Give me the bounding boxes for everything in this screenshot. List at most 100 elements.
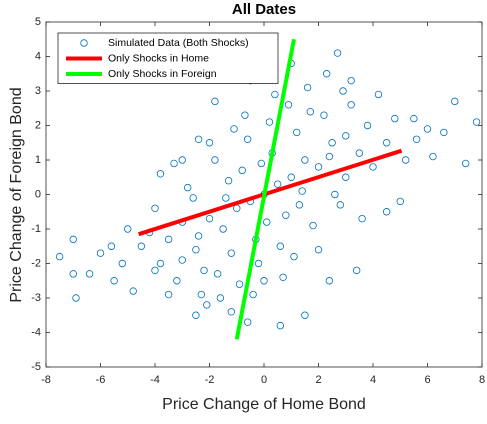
scatter-point bbox=[194, 232, 203, 240]
scatter-point bbox=[412, 135, 421, 143]
scatter-point bbox=[374, 90, 383, 99]
scatter-point bbox=[333, 49, 342, 57]
scatter-point bbox=[282, 211, 290, 219]
scatter-point bbox=[472, 118, 481, 126]
scatter-point bbox=[200, 266, 208, 275]
scatter-point bbox=[396, 197, 404, 206]
scatter-point bbox=[279, 273, 287, 281]
scatter-point bbox=[287, 173, 295, 181]
scatter-point bbox=[69, 235, 77, 244]
y-tick-label: 4 bbox=[35, 50, 41, 62]
scatter-point bbox=[382, 139, 391, 147]
scatter-point bbox=[265, 118, 274, 126]
y-tick-label: -1 bbox=[31, 223, 41, 235]
scatter-point bbox=[189, 194, 197, 202]
scatter-point bbox=[227, 308, 235, 316]
scatter-point bbox=[211, 156, 219, 164]
scatter-point bbox=[96, 249, 105, 257]
scatter-point bbox=[331, 190, 339, 199]
scatter-point bbox=[342, 173, 350, 181]
scatter-point bbox=[320, 111, 328, 119]
scatter-point bbox=[216, 294, 225, 302]
scatter-point bbox=[293, 128, 301, 137]
scatter-point bbox=[170, 159, 178, 168]
scatter-point bbox=[224, 176, 233, 185]
scatter-point bbox=[194, 135, 203, 143]
y-tick-label: 2 bbox=[35, 119, 41, 131]
scatter-point bbox=[429, 152, 437, 161]
x-tick-label: -2 bbox=[205, 374, 215, 386]
scatter-point bbox=[72, 294, 80, 302]
scatter-point bbox=[164, 235, 173, 244]
scatter-point bbox=[352, 266, 361, 275]
scatter-point bbox=[203, 301, 211, 309]
x-axis-label: Price Change of Home Bond bbox=[162, 396, 366, 413]
scatter-point bbox=[205, 214, 214, 223]
line bbox=[138, 148, 403, 237]
y-tick-label: 5 bbox=[35, 16, 41, 28]
scatter-point bbox=[347, 76, 355, 85]
scatter-point bbox=[110, 277, 118, 285]
scatter-point bbox=[241, 111, 249, 119]
x-tick-label: 0 bbox=[261, 374, 267, 386]
scatter-point bbox=[254, 259, 263, 268]
x-tick-label: 8 bbox=[479, 374, 485, 386]
scatter-point bbox=[124, 225, 132, 233]
x-tick-label: -8 bbox=[41, 374, 51, 386]
scatter-point bbox=[314, 245, 323, 254]
scatter-point bbox=[107, 242, 116, 250]
x-tick-label: 6 bbox=[424, 374, 430, 386]
scatter-point bbox=[290, 252, 298, 261]
scatter-point bbox=[164, 290, 173, 299]
scatter-point bbox=[410, 114, 418, 123]
scatter-point bbox=[238, 166, 246, 175]
scatter-point bbox=[156, 170, 165, 178]
y-tick-label: -3 bbox=[31, 292, 41, 304]
scatter-point bbox=[213, 270, 222, 278]
scatter-point bbox=[243, 135, 252, 143]
line bbox=[234, 38, 296, 340]
scatter-point bbox=[298, 187, 306, 195]
scatter-point bbox=[391, 114, 399, 123]
scatter-point bbox=[211, 97, 219, 106]
y-tick-label: 3 bbox=[35, 85, 41, 97]
scatter-point bbox=[440, 128, 448, 137]
scatter-point bbox=[222, 194, 230, 202]
scatter-point bbox=[85, 270, 94, 278]
scatter-point bbox=[192, 311, 200, 319]
scatter-point bbox=[358, 214, 366, 223]
scatter-point bbox=[151, 266, 159, 275]
scatter-point bbox=[325, 152, 334, 161]
y-tick-label: -5 bbox=[31, 361, 41, 373]
scatter-point bbox=[263, 218, 271, 226]
scatter-point bbox=[230, 125, 238, 133]
scatter-point bbox=[197, 290, 206, 299]
legend-marker bbox=[80, 39, 88, 47]
scatter-point bbox=[363, 121, 372, 130]
scatter-point bbox=[219, 225, 227, 233]
scatter-point bbox=[178, 256, 186, 264]
scatter-point bbox=[303, 83, 312, 92]
scatter-point bbox=[55, 252, 64, 261]
scatter-point bbox=[423, 125, 432, 133]
scatter-point bbox=[355, 149, 364, 157]
scatter-point bbox=[276, 242, 285, 250]
y-tick-label: 0 bbox=[35, 188, 41, 200]
x-tick-label: 4 bbox=[370, 374, 376, 386]
chart-title: All Dates bbox=[232, 1, 296, 18]
legend-label: Simulated Data (Both Shocks) bbox=[108, 37, 249, 49]
scatter-point bbox=[235, 280, 244, 288]
scatter-point bbox=[276, 321, 285, 330]
scatter-point bbox=[205, 139, 214, 147]
legend-label: Only Shocks in Home bbox=[108, 52, 209, 64]
scatter-point bbox=[249, 290, 257, 299]
scatter-point bbox=[284, 101, 293, 109]
scatter-point bbox=[295, 201, 304, 209]
x-tick-label: -4 bbox=[150, 374, 160, 386]
scatter-point bbox=[461, 159, 470, 168]
scatter-point bbox=[314, 163, 323, 171]
scatter-point bbox=[183, 183, 192, 192]
y-tick-label: -4 bbox=[31, 326, 41, 338]
